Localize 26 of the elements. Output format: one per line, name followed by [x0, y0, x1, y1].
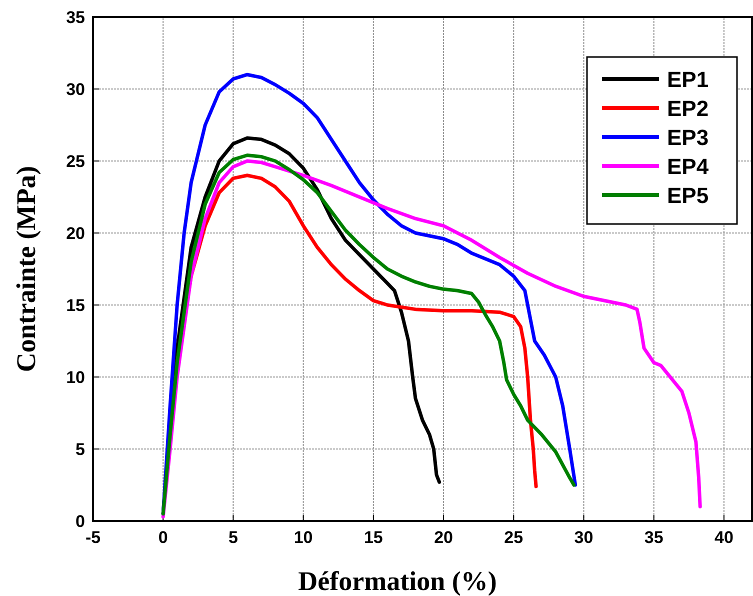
y-tick-label: 25: [66, 152, 85, 171]
x-axis-title: Déformation (%): [298, 566, 497, 596]
y-tick-label: 0: [76, 512, 85, 531]
x-tick-label: 30: [574, 528, 594, 547]
legend-label: EP5: [667, 183, 709, 208]
legend-label: EP1: [667, 67, 709, 92]
x-tick-label: 40: [714, 528, 734, 547]
y-axis-title: Contrainte (MPa): [11, 166, 41, 372]
y-tick-label: 35: [66, 8, 85, 27]
y-tick-label: 20: [66, 224, 85, 243]
x-tick-label: 25: [504, 528, 524, 547]
y-tick-label: 15: [66, 296, 85, 315]
y-tick-label: 10: [66, 368, 85, 387]
x-tick-label: 5: [228, 528, 238, 547]
legend-label: EP3: [667, 125, 709, 150]
x-tick-label: 15: [364, 528, 383, 547]
legend-label: EP4: [667, 154, 710, 179]
x-tick-label: 35: [644, 528, 664, 547]
x-tick-label: 20: [434, 528, 453, 547]
x-tick-label: 10: [294, 528, 313, 547]
x-tick-label: 0: [158, 528, 168, 547]
y-tick-label: 30: [66, 80, 85, 99]
y-tick-label: 5: [76, 440, 85, 459]
x-tick-label: -5: [85, 528, 101, 547]
line-series: [161, 153, 576, 516]
legend-label: EP2: [667, 96, 709, 121]
